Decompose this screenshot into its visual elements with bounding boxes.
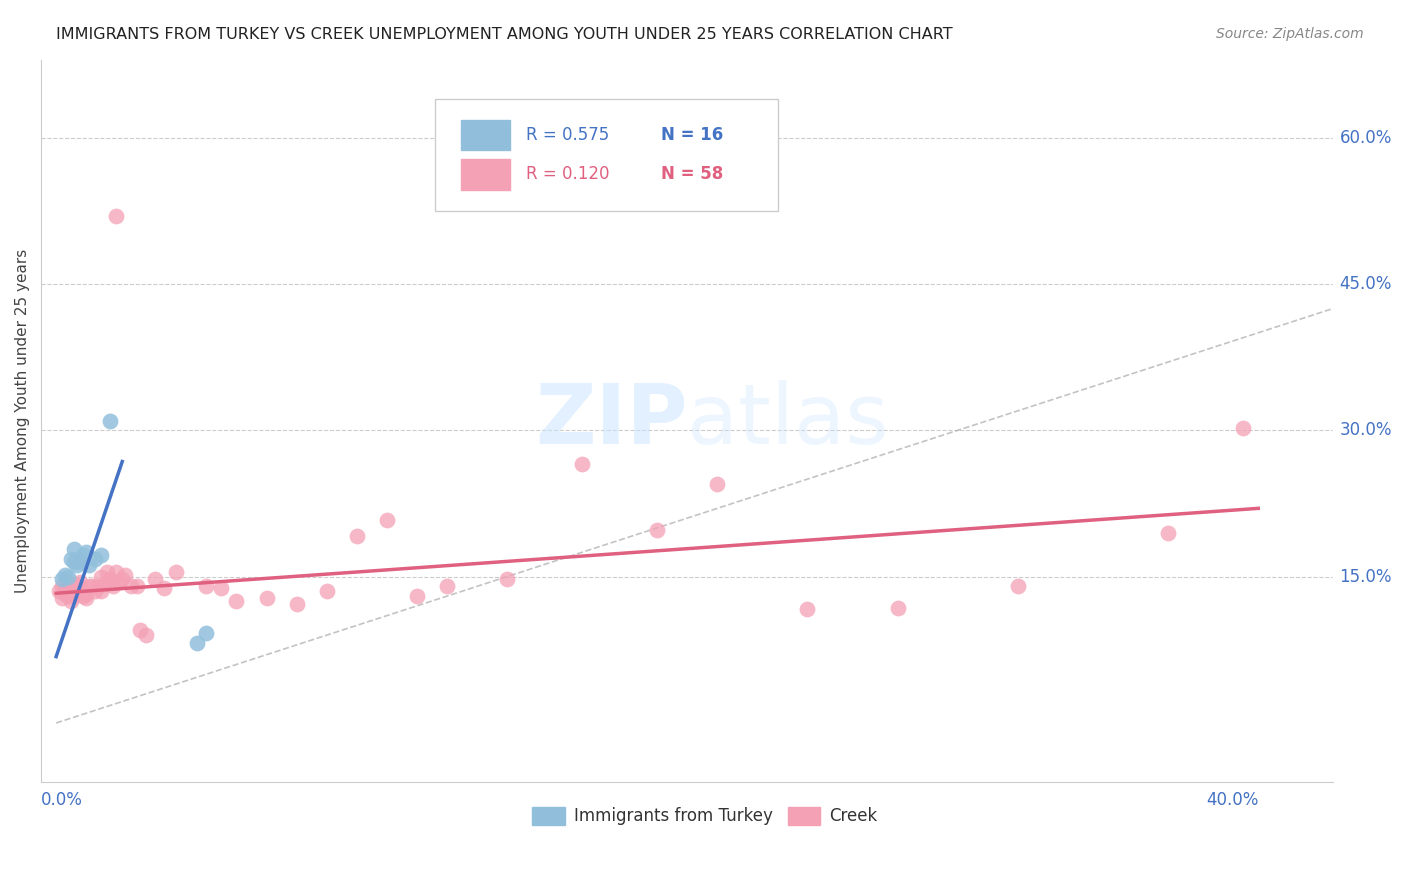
Point (87, 579, 110, 593)
Text: Creek: Creek (830, 807, 877, 825)
Text: R = 0.120: R = 0.120 (526, 165, 609, 184)
Point (209, 582, 232, 596)
Point (69, 574, 91, 589)
Point (127, 579, 149, 593)
Point (66, 584, 89, 599)
Point (256, 591, 278, 606)
Point (436, 579, 458, 593)
Point (53, 567, 76, 582)
Point (53, 584, 76, 599)
FancyBboxPatch shape (436, 99, 778, 211)
Text: ZIP: ZIP (534, 380, 688, 461)
Point (103, 579, 125, 593)
Point (75, 591, 97, 606)
Point (143, 572, 166, 586)
Point (77, 558, 100, 572)
Text: 40.0%: 40.0% (1206, 791, 1258, 809)
Point (375, 513, 398, 527)
Point (51, 579, 73, 593)
Y-axis label: Unemployment Among Youth under 25 years: Unemployment Among Youth under 25 years (15, 249, 30, 592)
Point (706, 477, 728, 491)
Point (60, 594, 83, 608)
Point (135, 628, 157, 642)
Point (186, 636, 208, 650)
Point (72, 589, 94, 603)
Point (120, 579, 142, 593)
Point (1232, 421, 1254, 435)
Text: N = 16: N = 16 (661, 126, 724, 144)
Point (195, 626, 218, 640)
Text: 0.0%: 0.0% (41, 791, 83, 809)
Point (1007, 579, 1029, 593)
Bar (789, 806, 820, 825)
Bar (461, 120, 510, 150)
Point (108, 574, 131, 589)
Point (165, 565, 187, 579)
Point (105, 565, 128, 579)
Point (84, 584, 107, 599)
Point (72, 548, 94, 562)
Text: R = 0.575: R = 0.575 (526, 126, 609, 144)
Point (63, 589, 86, 603)
Point (285, 597, 308, 611)
Point (105, 209, 128, 223)
Point (51, 591, 73, 606)
Point (75, 587, 97, 601)
Point (63, 555, 86, 569)
Bar (461, 160, 510, 189)
Point (571, 458, 593, 472)
Point (69, 582, 91, 596)
Text: 60.0%: 60.0% (1340, 128, 1392, 146)
Point (69, 555, 91, 569)
Text: IMMIGRANTS FROM TURKEY VS CREEK UNEMPLOYMENT AMONG YOUTH UNDER 25 YEARS CORRELAT: IMMIGRANTS FROM TURKEY VS CREEK UNEMPLOY… (56, 27, 953, 42)
Point (315, 584, 337, 599)
Point (63, 577, 86, 591)
Point (111, 572, 134, 586)
Point (114, 567, 136, 582)
Point (63, 542, 86, 557)
Point (56, 589, 79, 603)
Point (129, 624, 152, 638)
Point (66, 579, 89, 593)
Point (66, 558, 89, 572)
Point (60, 584, 83, 599)
Point (346, 529, 368, 543)
Point (60, 552, 83, 566)
Point (82, 579, 104, 593)
Point (796, 602, 818, 616)
Point (84, 552, 107, 566)
Point (48, 584, 70, 599)
Text: atlas: atlas (688, 380, 889, 461)
Point (153, 582, 176, 596)
Text: Source: ZipAtlas.com: Source: ZipAtlas.com (1216, 27, 1364, 41)
Point (1157, 525, 1180, 540)
Point (98, 413, 121, 427)
Point (53, 587, 76, 601)
Point (496, 572, 519, 586)
Point (93, 577, 115, 591)
Point (96, 565, 118, 579)
Point (77, 579, 100, 593)
Text: 15.0%: 15.0% (1340, 567, 1392, 586)
Point (90, 584, 112, 599)
Point (56, 569, 79, 583)
Bar (533, 806, 564, 825)
Text: Immigrants from Turkey: Immigrants from Turkey (574, 807, 772, 825)
Point (90, 569, 112, 583)
Text: 30.0%: 30.0% (1340, 421, 1392, 440)
Point (75, 545, 97, 559)
Point (645, 523, 668, 537)
Point (405, 589, 427, 603)
Point (98, 572, 121, 586)
Point (51, 572, 73, 586)
Point (195, 579, 218, 593)
Point (56, 582, 79, 596)
Point (886, 600, 908, 615)
Point (225, 594, 247, 608)
Text: N = 58: N = 58 (661, 165, 724, 184)
Text: 45.0%: 45.0% (1340, 275, 1392, 293)
Point (90, 548, 112, 562)
